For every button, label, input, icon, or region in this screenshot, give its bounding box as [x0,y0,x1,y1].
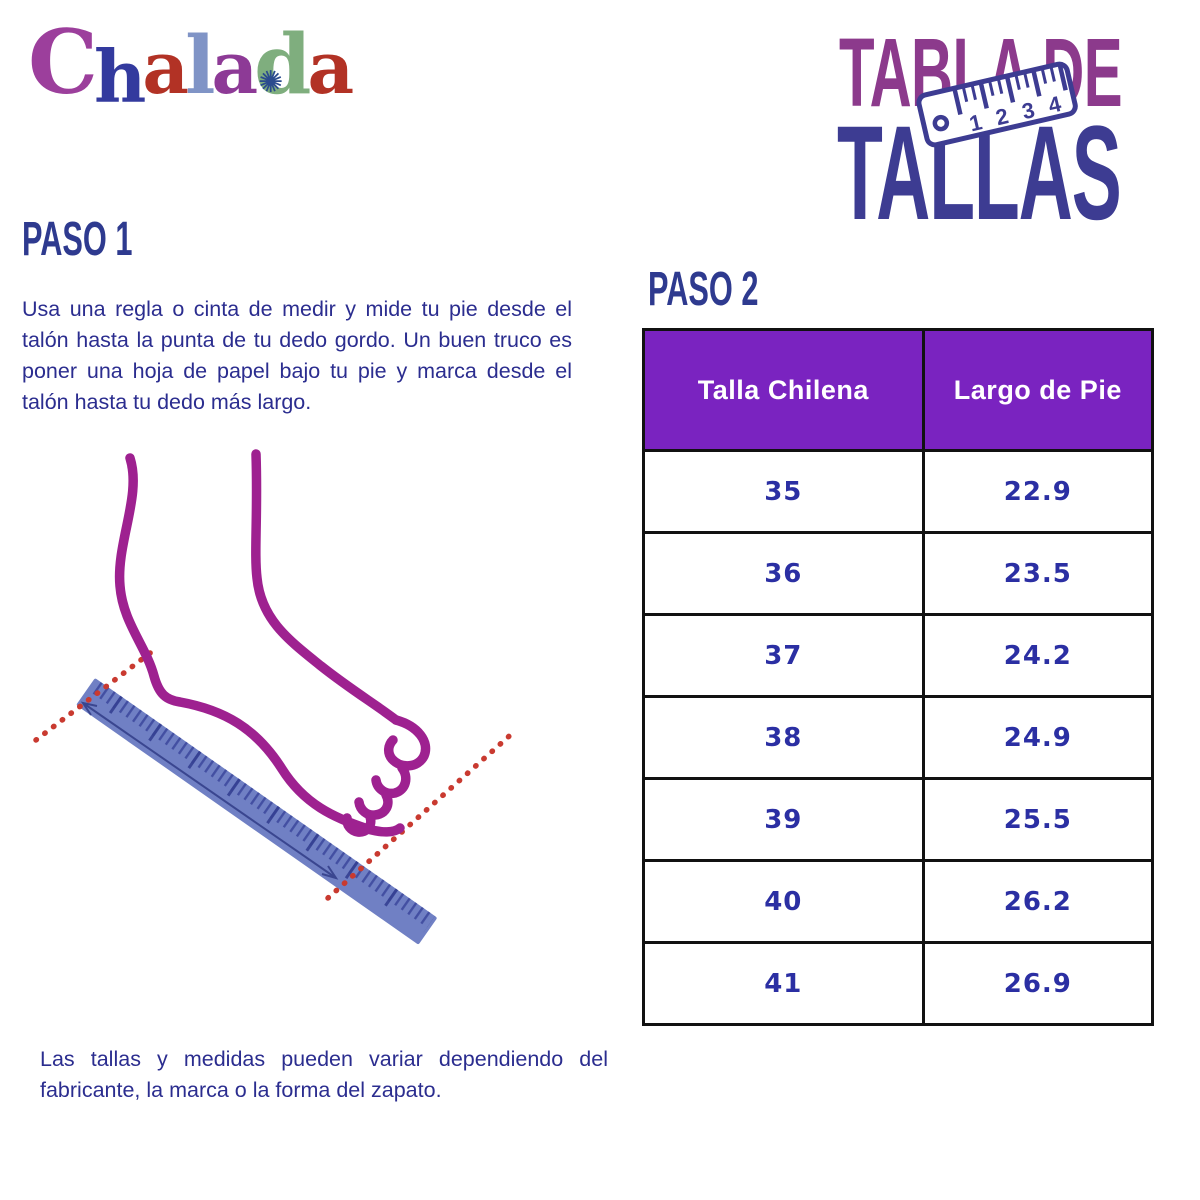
cell-talla: 38 [642,695,925,780]
cell-talla: 35 [642,449,925,534]
heel-guide-line [33,647,157,743]
cell-largo: 26.2 [921,859,1155,944]
size-table: Talla Chilena Largo de Pie 35 22.9 36 23… [642,328,1155,1026]
cell-largo: 22.9 [921,449,1155,534]
cell-largo: 24.9 [921,695,1155,780]
disclaimer-text: Las tallas y medidas pueden variar depen… [40,1046,608,1102]
logo-letter: a [211,25,258,110]
cell-talla: 41 [642,941,925,1026]
cell-largo: 23.5 [921,531,1155,616]
logo-letter-d: d ✺ [254,24,311,106]
step2-heading: PASO 2 [648,263,759,316]
header-cell-largo-de-pie: Largo de Pie [921,328,1155,452]
table-row: 40 26.2 [642,859,1155,944]
ruler-ticks [952,65,1068,116]
foot-outline [114,449,431,837]
step1-instructions: Usa una regla o cinta de medir y mide tu… [22,296,572,414]
step1-heading: PASO 1 [22,213,133,266]
table-row: 41 26.9 [642,941,1155,1026]
cell-largo: 24.2 [921,613,1155,698]
logo-letter: C [28,10,98,114]
header-cell-talla-chilena: Talla Chilena [642,328,925,452]
logo-letter: a [142,25,189,110]
logo-letter: a [307,25,354,110]
foot-measure-illustration [33,449,519,945]
table-row: 35 22.9 [642,449,1155,534]
table-row: 37 24.2 [642,613,1155,698]
cell-talla: 37 [642,613,925,698]
logo-letter: h [94,34,146,119]
table-row: 39 25.5 [642,777,1155,862]
cell-talla: 36 [642,531,925,616]
svg-text:1: 1 [967,109,985,136]
toe-guide-line [325,727,519,901]
cell-talla: 39 [642,777,925,862]
ruler-graphic [76,678,437,945]
cell-talla: 40 [642,859,925,944]
flower-icon: ✺ [258,65,284,100]
cell-largo: 26.9 [921,941,1155,1026]
logo-letter: l [185,18,215,112]
ruler-icon: 1 2 3 4 [916,61,1078,148]
page-title: TABLA DE TALLAS 1 2 [837,14,1147,241]
svg-text:2: 2 [993,103,1011,130]
chalada-logo: Chalad ✺ a [28,10,354,114]
svg-text:3: 3 [1020,97,1038,124]
table-row: 38 24.9 [642,695,1155,780]
measure-arrow [80,701,339,880]
table-header-row: Talla Chilena Largo de Pie [642,328,1155,452]
logo-letter: d [254,17,311,113]
cell-largo: 25.5 [921,777,1155,862]
ruler-hole [932,114,950,132]
table-row: 36 23.5 [642,531,1155,616]
ruler-numbers: 1 2 3 4 [967,91,1064,137]
